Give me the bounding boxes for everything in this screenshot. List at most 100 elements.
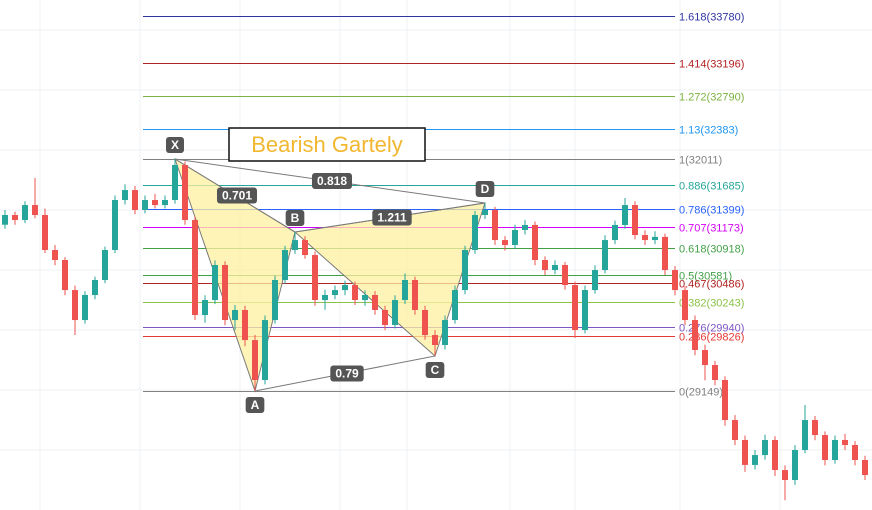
ratio-label-box: [216, 187, 258, 204]
point-label-box: [425, 362, 445, 379]
chart-title: Bearish Gartely: [251, 132, 403, 157]
candle-body: [622, 205, 628, 225]
ratio-label-text: 0.79: [335, 367, 359, 381]
candle-body: [272, 280, 278, 321]
candle-body: [712, 365, 718, 381]
point-label-text: X: [171, 138, 179, 152]
candle-body: [822, 435, 828, 460]
point-label-text: B: [291, 211, 300, 225]
fib-label: 0.707(31173): [679, 222, 744, 234]
candle-body: [812, 420, 818, 436]
point-label: D: [475, 181, 495, 198]
point-label: C: [425, 362, 445, 379]
candle-body: [202, 300, 208, 316]
fib-label: 0.886(31685): [679, 180, 744, 192]
candle-body: [32, 205, 38, 216]
candle-body: [682, 290, 688, 321]
candle-body: [192, 220, 198, 316]
candle-body: [732, 420, 738, 440]
candle-body: [852, 445, 858, 460]
candle-body: [742, 439, 748, 465]
candle-body: [792, 450, 798, 481]
candle-body: [612, 224, 618, 241]
fib-label: 0(29149): [679, 386, 723, 398]
fib-label: 0.467(30486): [679, 278, 744, 290]
candle-body: [82, 294, 88, 321]
candle-body: [92, 280, 98, 295]
candle-body: [582, 290, 588, 331]
candle-body: [132, 190, 138, 210]
candle-body: [62, 259, 68, 291]
ratio-label: 0.818: [311, 173, 353, 190]
fib-label: 1(32011): [679, 154, 722, 166]
candle-body: [492, 209, 498, 241]
candle-body: [832, 439, 838, 460]
candle-body: [772, 439, 778, 471]
candle-body: [252, 340, 258, 381]
candle-body: [172, 165, 178, 201]
pattern-triangle: [293, 202, 486, 357]
candle-body: [422, 309, 428, 336]
candle-body: [472, 215, 478, 251]
candle-body: [672, 270, 678, 291]
point-label-text: D: [481, 182, 490, 196]
candle-body: [692, 320, 698, 351]
candle-body: [512, 229, 518, 245]
fib-label: 1.272(32790): [679, 91, 744, 103]
candle-body: [402, 280, 408, 301]
point-label-box: [165, 137, 185, 154]
candle-body: [72, 290, 78, 321]
candle-body: [152, 200, 158, 206]
fib-label: 0.236(29826): [679, 331, 744, 343]
candle-body: [652, 236, 658, 241]
fib-label: 0.786(31399): [679, 204, 744, 216]
candle-body: [642, 235, 648, 241]
candle-body: [342, 285, 348, 291]
candle-body: [432, 335, 438, 345]
candle-body: [352, 285, 358, 301]
candle-body: [292, 240, 298, 251]
candle-body: [862, 459, 868, 475]
candle-body: [112, 200, 118, 251]
candle-body: [752, 455, 758, 465]
candle-body: [182, 165, 188, 221]
candle-body: [102, 250, 108, 281]
candle-body: [372, 294, 378, 310]
candle-body: [22, 205, 28, 221]
candle-body: [212, 265, 218, 301]
point-label: X: [165, 137, 185, 154]
point-label: A: [245, 396, 265, 413]
candle-body: [332, 290, 338, 295]
point-label-box: [285, 210, 305, 227]
point-label-box: [475, 181, 495, 198]
ratio-label-box: [372, 209, 412, 226]
candle-body: [322, 294, 328, 301]
candle-body: [282, 250, 288, 281]
candle-body: [452, 290, 458, 321]
fib-label: 1.13(32383): [679, 124, 738, 136]
candle-body: [802, 420, 808, 451]
candle-body: [632, 205, 638, 236]
title-box: [228, 127, 426, 162]
point-label: B: [285, 210, 305, 227]
candle-body: [382, 309, 388, 325]
candle-body: [522, 224, 528, 230]
candle-body: [542, 259, 548, 271]
candle-body: [262, 320, 268, 381]
point-label-text: C: [431, 363, 440, 377]
candle-body: [412, 280, 418, 310]
candle-body: [312, 255, 318, 301]
ratio-label-text: 0.818: [317, 174, 347, 188]
fib-label: 0.618(30918): [679, 243, 744, 255]
candle-body: [562, 265, 568, 286]
candle-body: [722, 380, 728, 421]
candle-body: [762, 439, 768, 456]
candle-body: [232, 309, 238, 321]
candle-body: [442, 320, 448, 345]
candle-body: [122, 190, 128, 201]
point-label-box: [245, 396, 265, 413]
candle-body: [42, 215, 48, 251]
ratio-label-box: [330, 365, 364, 382]
ratio-label-box: [311, 173, 353, 190]
